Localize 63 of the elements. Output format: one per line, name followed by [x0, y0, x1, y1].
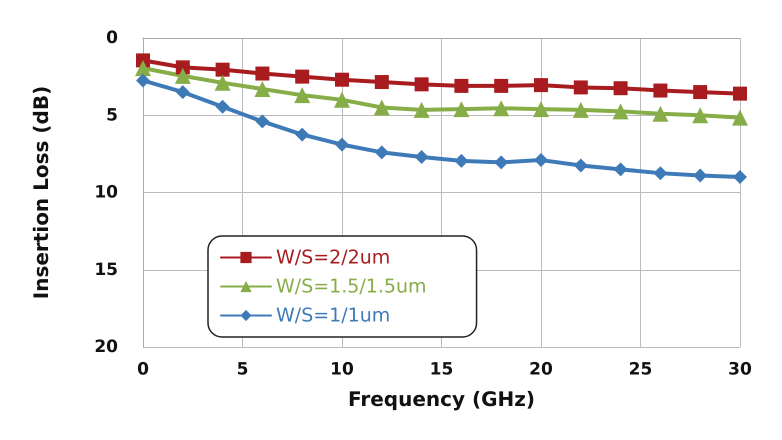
point — [693, 168, 708, 183]
point — [612, 103, 629, 120]
x-tick-label: 30 — [728, 360, 752, 380]
point — [572, 102, 589, 118]
x-tick-label: 5 — [236, 360, 248, 380]
point — [652, 106, 668, 122]
point — [174, 68, 191, 84]
x-tick-label: 25 — [628, 360, 652, 380]
point — [374, 145, 389, 160]
point — [335, 72, 349, 87]
point — [216, 100, 230, 114]
x-tick-label: 20 — [529, 360, 553, 380]
y-axis-title: Insertion Loss (dB) — [29, 86, 53, 300]
x-tick-label: 10 — [330, 360, 354, 380]
point — [614, 81, 628, 96]
point — [534, 78, 548, 92]
y-tick-label: 0 — [106, 28, 118, 48]
point — [733, 86, 747, 101]
x-axis-title: Frequency (GHz) — [348, 387, 536, 411]
y-tick-label: 10 — [94, 182, 118, 202]
point — [494, 78, 508, 93]
point — [453, 101, 470, 118]
point — [574, 80, 588, 94]
point — [653, 84, 668, 98]
point — [493, 100, 510, 116]
point — [335, 138, 349, 152]
point — [414, 102, 430, 118]
point — [733, 170, 747, 184]
point — [216, 62, 230, 77]
point — [614, 162, 628, 176]
point — [533, 101, 549, 118]
point — [454, 78, 468, 93]
point — [414, 77, 429, 92]
point — [254, 80, 270, 97]
point — [136, 73, 150, 88]
point — [534, 153, 548, 168]
point — [454, 154, 468, 168]
point — [295, 70, 310, 84]
x-tick-label: 15 — [430, 360, 454, 380]
point — [653, 166, 668, 180]
point — [135, 60, 151, 76]
legend-label: W/S=1/1um — [276, 304, 390, 326]
point — [255, 114, 270, 128]
y-tick-label: 20 — [94, 337, 118, 357]
point — [214, 74, 231, 91]
x-tick-label: 0 — [137, 360, 150, 380]
y-tick-label: 5 — [106, 105, 118, 126]
point — [374, 75, 389, 90]
point — [414, 150, 429, 164]
point — [334, 92, 350, 108]
point — [176, 85, 190, 100]
point — [693, 85, 708, 100]
y-tick-label: 15 — [94, 260, 118, 280]
legend-label: W/S=1.5/1.5um — [276, 276, 427, 298]
point — [374, 100, 390, 116]
point — [574, 158, 588, 172]
legend-label: W/S=2/2um — [276, 246, 390, 268]
point — [295, 128, 310, 142]
point — [294, 87, 310, 104]
point — [494, 155, 508, 170]
point — [732, 110, 748, 126]
point — [255, 66, 270, 81]
point — [692, 107, 708, 124]
